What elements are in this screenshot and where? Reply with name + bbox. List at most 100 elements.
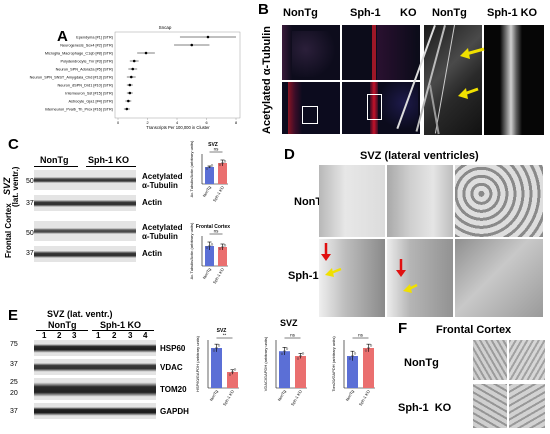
panel-f-row-nontg: NonTg (404, 357, 439, 369)
panel-a-point (127, 99, 130, 103)
panel-a-tick-label: 0 (117, 121, 119, 125)
significance-label: ** (223, 333, 227, 338)
bar-data-point (285, 347, 289, 350)
bar-data-point (221, 245, 224, 249)
bar-data-point (223, 244, 227, 247)
bar-category-label: NonTg (209, 389, 219, 402)
panel-a-cell-label: Interneuron_Pvalb_Th_Prox [#16] (STR) (45, 108, 114, 112)
panel-a-point (129, 75, 133, 79)
panel-e-group-line-1 (36, 330, 88, 331)
bar-data-point (231, 370, 234, 374)
panel-e-group-line-2 (92, 330, 154, 331)
blot-fc-actin (34, 246, 136, 262)
chart-e-tom20: Tom20/GAPDH (arbitrary units) NonTg Sph-1 … (331, 333, 375, 407)
panel-b-col-ko-zoom: Sph-1 KO (487, 7, 538, 19)
panel-e-mw-5: 37 (10, 408, 18, 415)
bar (218, 247, 227, 266)
panel-a-point (190, 43, 194, 47)
band-label-line: Acetylated (142, 223, 183, 232)
bar-data-point (367, 346, 370, 350)
panel-b-row-label: Acetylated α-Tubulin (261, 25, 273, 134)
panel-a-title: Sncap (159, 25, 172, 30)
bar-data-point (353, 352, 357, 355)
bar-data-point (205, 167, 209, 170)
panel-e-lane-numbers: 1 2 3 1 2 3 4 (38, 331, 154, 341)
bar-category-label: Sph-1 KO (290, 389, 303, 407)
panel-c-band-3: Acetylated α-Tubulin (142, 223, 182, 241)
blot-vdac (34, 359, 156, 375)
panel-a-cell-label: Microglia_Macrophage_C1qb [#8] (STR) (45, 52, 114, 56)
panel-letter-b: B (258, 1, 269, 18)
bar-data-point (283, 350, 286, 353)
bar-category-label: Sph-1 KO (358, 389, 371, 407)
bar-data-point (348, 357, 352, 360)
red-arrow-icon (396, 259, 406, 277)
em-ko-3 (455, 239, 543, 317)
panel-a-frame (114, 31, 241, 119)
panel-c-group-ko: Sph-1 KO (88, 155, 130, 165)
bar (347, 356, 358, 388)
panel-a-cell-label: Astrocyte_Gja1 [#4] (STR) (68, 100, 113, 104)
panel-f-title: Frontal Cortex (436, 324, 512, 336)
panel-c-mw-4: 37 (26, 250, 34, 257)
panel-a-point (128, 91, 132, 95)
bar-data-point (299, 354, 302, 358)
lane-number: 3 (72, 331, 77, 340)
panel-b-arrows (458, 47, 485, 99)
panel-a-tick-label: 4 (176, 121, 178, 125)
row-label-part: KO (434, 402, 452, 414)
blot-svz-ac-tubulin (34, 170, 136, 190)
bar-chart-y-label: Ac.Tubulin/Actin (arbitrary units) (189, 140, 194, 197)
panel-b-col-nontg: NonTg (283, 7, 318, 19)
chart-c-svz: SVZ Ac.Tubulin/Actin (arbitrary units) Non… (189, 140, 228, 203)
bar-chart-title: Frontal Cortex (196, 224, 230, 230)
lane-number: 1 (42, 331, 47, 340)
em-fc-ko-2 (509, 384, 545, 428)
panel-a-cell-label: Neuron_SPN_SNST_Amygdala_Chd [#13] (STR) (30, 76, 114, 80)
bar-data-point (301, 352, 305, 355)
yellow-arrow-icon (458, 87, 479, 99)
bar-data-point (208, 165, 211, 169)
bar-chart-title: SVZ (208, 142, 218, 148)
panel-c-band-4: Actin (142, 249, 162, 258)
em-fc-nontg-1 (473, 340, 507, 380)
em-ko-2 (387, 239, 453, 317)
micrograph-ko-merge (342, 82, 420, 134)
lane-number: 2 (112, 331, 117, 340)
em-ko-1 (319, 239, 385, 317)
panel-c-mw-3: 50 (26, 230, 34, 237)
panel-letter-f: F (398, 320, 408, 337)
panel-e-band-gapdh: GAPDH (160, 407, 189, 416)
significance-label: ns (358, 333, 364, 338)
panel-f-row-ko: Sph-1 KO (398, 402, 451, 414)
bar-data-point (205, 246, 209, 249)
bar (205, 246, 214, 266)
panel-a-cell-label: Ependyma [#1] (STR) (76, 36, 113, 40)
panel-a-point (131, 67, 135, 71)
panel-a-cell-label: Neuron_SPN_Adora2a [#5] (STR) (56, 68, 114, 72)
bar (227, 372, 238, 388)
bar-category-label: Sph-1 KO (212, 185, 225, 203)
bar (363, 348, 374, 388)
significance-label: ns (290, 333, 296, 338)
panel-c-mw-1: 50 (26, 178, 34, 185)
panel-a-point (132, 59, 136, 63)
lane-number: 3 (128, 331, 133, 340)
bar-category-label: NonTg (345, 389, 355, 402)
blot-fc-ac-tubulin (34, 221, 136, 241)
micrograph-nontg-zoom (396, 25, 482, 135)
bar-category-label: NonTg (277, 389, 287, 402)
bar-chart-y-label: VDAC/GAPDH (arbitrary units) (263, 336, 268, 391)
panel-a-tick-label: 2 (146, 121, 148, 125)
panel-c-mw-2: 37 (26, 200, 34, 207)
yellow-arrow-icon (460, 47, 485, 59)
yellow-arrow-icon (325, 267, 342, 277)
bar-data-point (351, 354, 354, 358)
bar-data-point (217, 344, 221, 347)
panel-a-point (125, 107, 129, 111)
panel-e-band-hsp60: HSP60 (160, 344, 186, 353)
em-nontg-1 (319, 165, 385, 237)
em-fc-ko-1 (473, 384, 507, 428)
bar (211, 348, 222, 388)
